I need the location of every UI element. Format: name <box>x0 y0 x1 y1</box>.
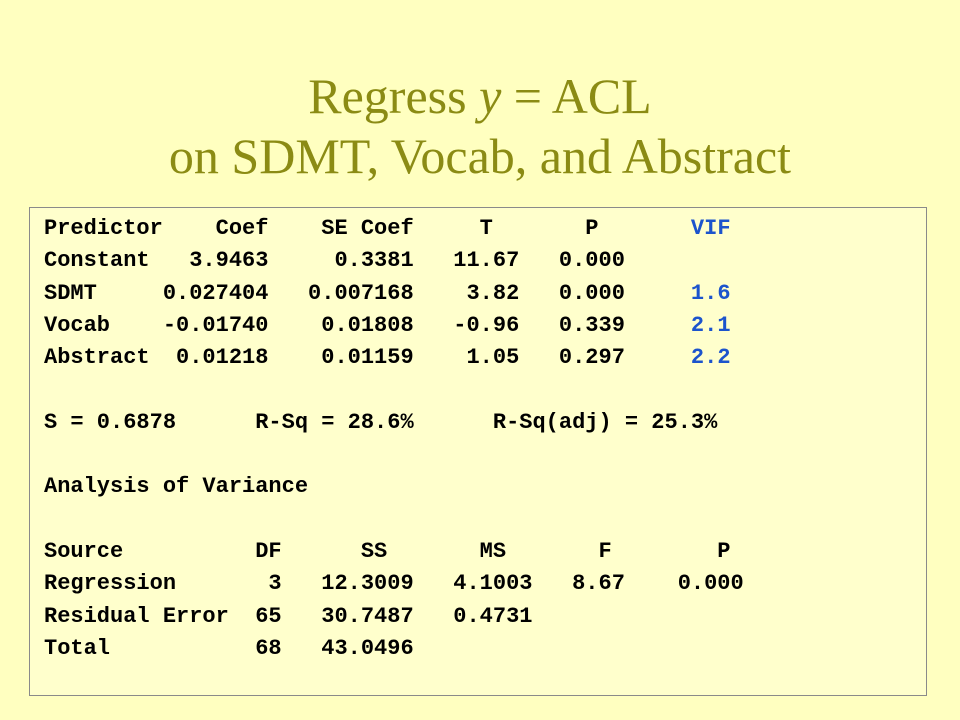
anova-row-regression: Regression 3 12.3009 4.1003 8.67 0.000 <box>44 571 744 597</box>
title-line-2: on SDMT, Vocab, and Abstract <box>168 128 792 184</box>
slide-title: Regress y = ACL on SDMT, Vocab, and Abst… <box>0 66 960 186</box>
blank-line <box>44 504 744 536</box>
title-line-1: Regress y = ACL <box>308 68 652 124</box>
regression-output: Predictor Coef SE Coef T P VIF Constant … <box>44 213 744 665</box>
coef-table-header: Predictor Coef SE Coef T P VIF <box>44 216 731 241</box>
blank-line <box>44 439 744 471</box>
vif-header: VIF <box>598 216 731 241</box>
anova-header: Source DF SS MS F P <box>44 538 731 564</box>
coef-row-vocab: Vocab -0.01740 0.01808 -0.96 0.339 2.1 <box>44 312 731 338</box>
vif-value: 2.2 <box>624 345 731 371</box>
blank-line <box>44 374 744 406</box>
fit-summary: S = 0.6878 R-Sq = 28.6% R-Sq(adj) = 25.3… <box>44 409 718 435</box>
vif-value: 2.1 <box>624 312 731 338</box>
anova-row-total: Total 68 43.0496 <box>44 635 414 661</box>
anova-row-residual-error: Residual Error 65 30.7487 0.4731 <box>44 603 533 629</box>
vif-value: 1.6 <box>624 280 731 306</box>
coef-row-abstract: Abstract 0.01218 0.01159 1.05 0.297 2.2 <box>44 345 731 371</box>
regression-output-box <box>29 207 927 696</box>
anova-title: Analysis of Variance <box>44 474 309 500</box>
coef-row-constant: Constant 3.9463 0.3381 11.67 0.000 <box>44 248 625 274</box>
coef-row-sdmt: SDMT 0.027404 0.007168 3.82 0.000 1.6 <box>44 280 731 306</box>
